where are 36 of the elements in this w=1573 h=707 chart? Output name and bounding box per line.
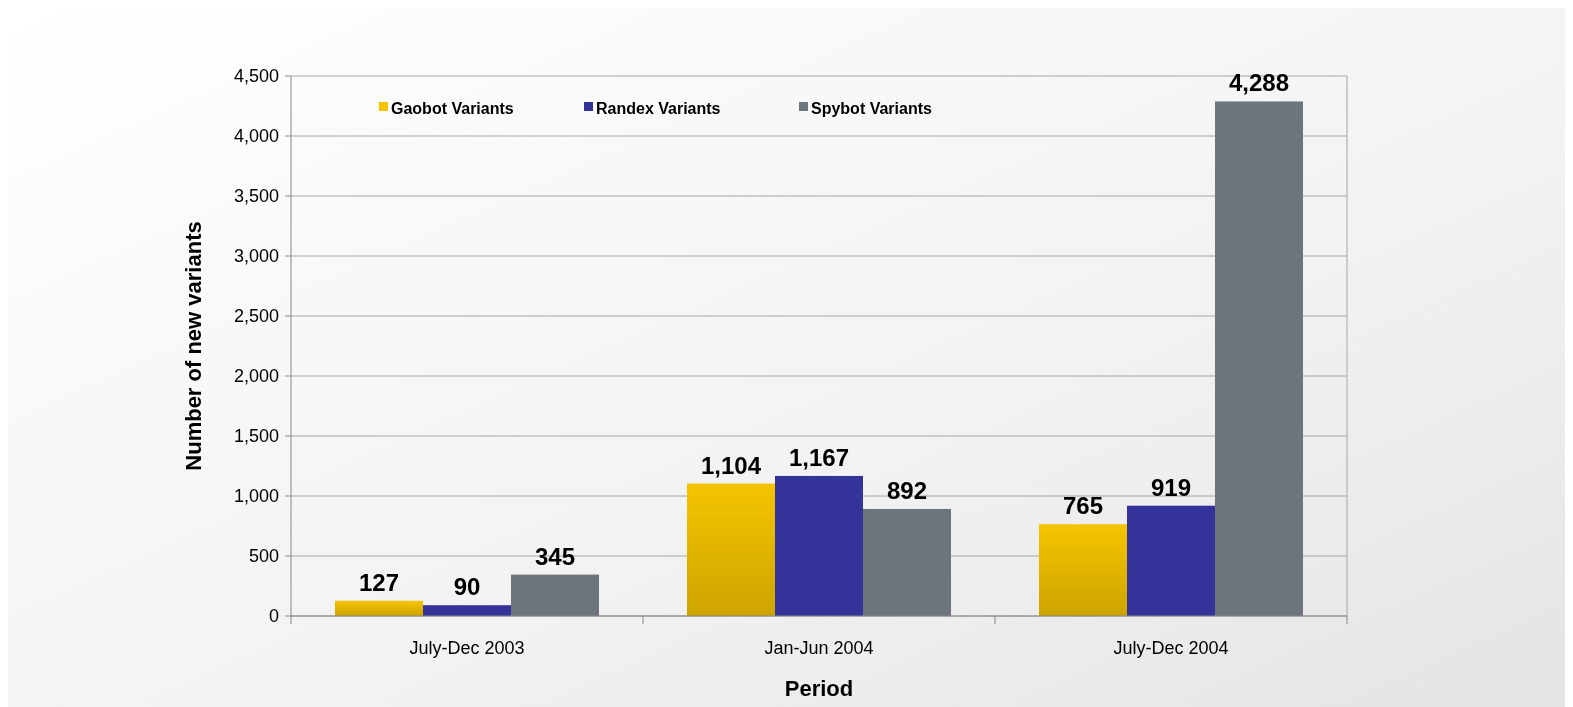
y-tick-label: 500 <box>248 546 279 567</box>
y-tick-label: 1,500 <box>233 426 279 447</box>
y-tick-label: 1,000 <box>233 486 279 507</box>
data-label: 919 <box>1150 473 1192 501</box>
data-label: 765 <box>1062 492 1104 520</box>
bar <box>1215 101 1303 616</box>
legend-label: Randex Variants <box>596 99 721 117</box>
data-label: 892 <box>886 476 928 504</box>
data-label: 345 <box>534 542 576 570</box>
bar <box>1039 524 1127 616</box>
y-tick-label: 2,000 <box>233 366 279 387</box>
y-tick-label: 4,000 <box>233 126 279 147</box>
bar <box>335 600 423 616</box>
bar <box>863 508 951 616</box>
x-tick-label: July-Dec 2004 <box>1113 638 1229 658</box>
y-tick-label: 0 <box>268 606 279 627</box>
bar <box>775 475 863 616</box>
y-tick-label: 3,500 <box>233 186 279 207</box>
y-tick-label: 3,000 <box>233 246 279 267</box>
bar <box>1127 505 1215 616</box>
x-axis-title: Period <box>784 676 854 701</box>
data-label: 127 <box>358 568 400 596</box>
y-tick-label: 4,500 <box>233 66 279 87</box>
legend-label: Gaobot Variants <box>391 99 514 117</box>
x-tick-label: Jan-Jun 2004 <box>764 638 874 658</box>
legend-label: Spybot Variants <box>811 99 933 117</box>
data-label: 1,167 <box>788 443 850 471</box>
y-axis-title: Number of new variants <box>181 221 206 471</box>
data-label: 90 <box>453 573 481 601</box>
x-tick-label: July-Dec 2003 <box>409 638 525 658</box>
bar <box>687 483 775 616</box>
bar <box>511 574 599 616</box>
y-tick-label: 2,500 <box>233 306 279 327</box>
data-label: 4,288 <box>1228 69 1290 97</box>
data-label: 1,104 <box>700 451 762 479</box>
bar <box>423 605 511 616</box>
